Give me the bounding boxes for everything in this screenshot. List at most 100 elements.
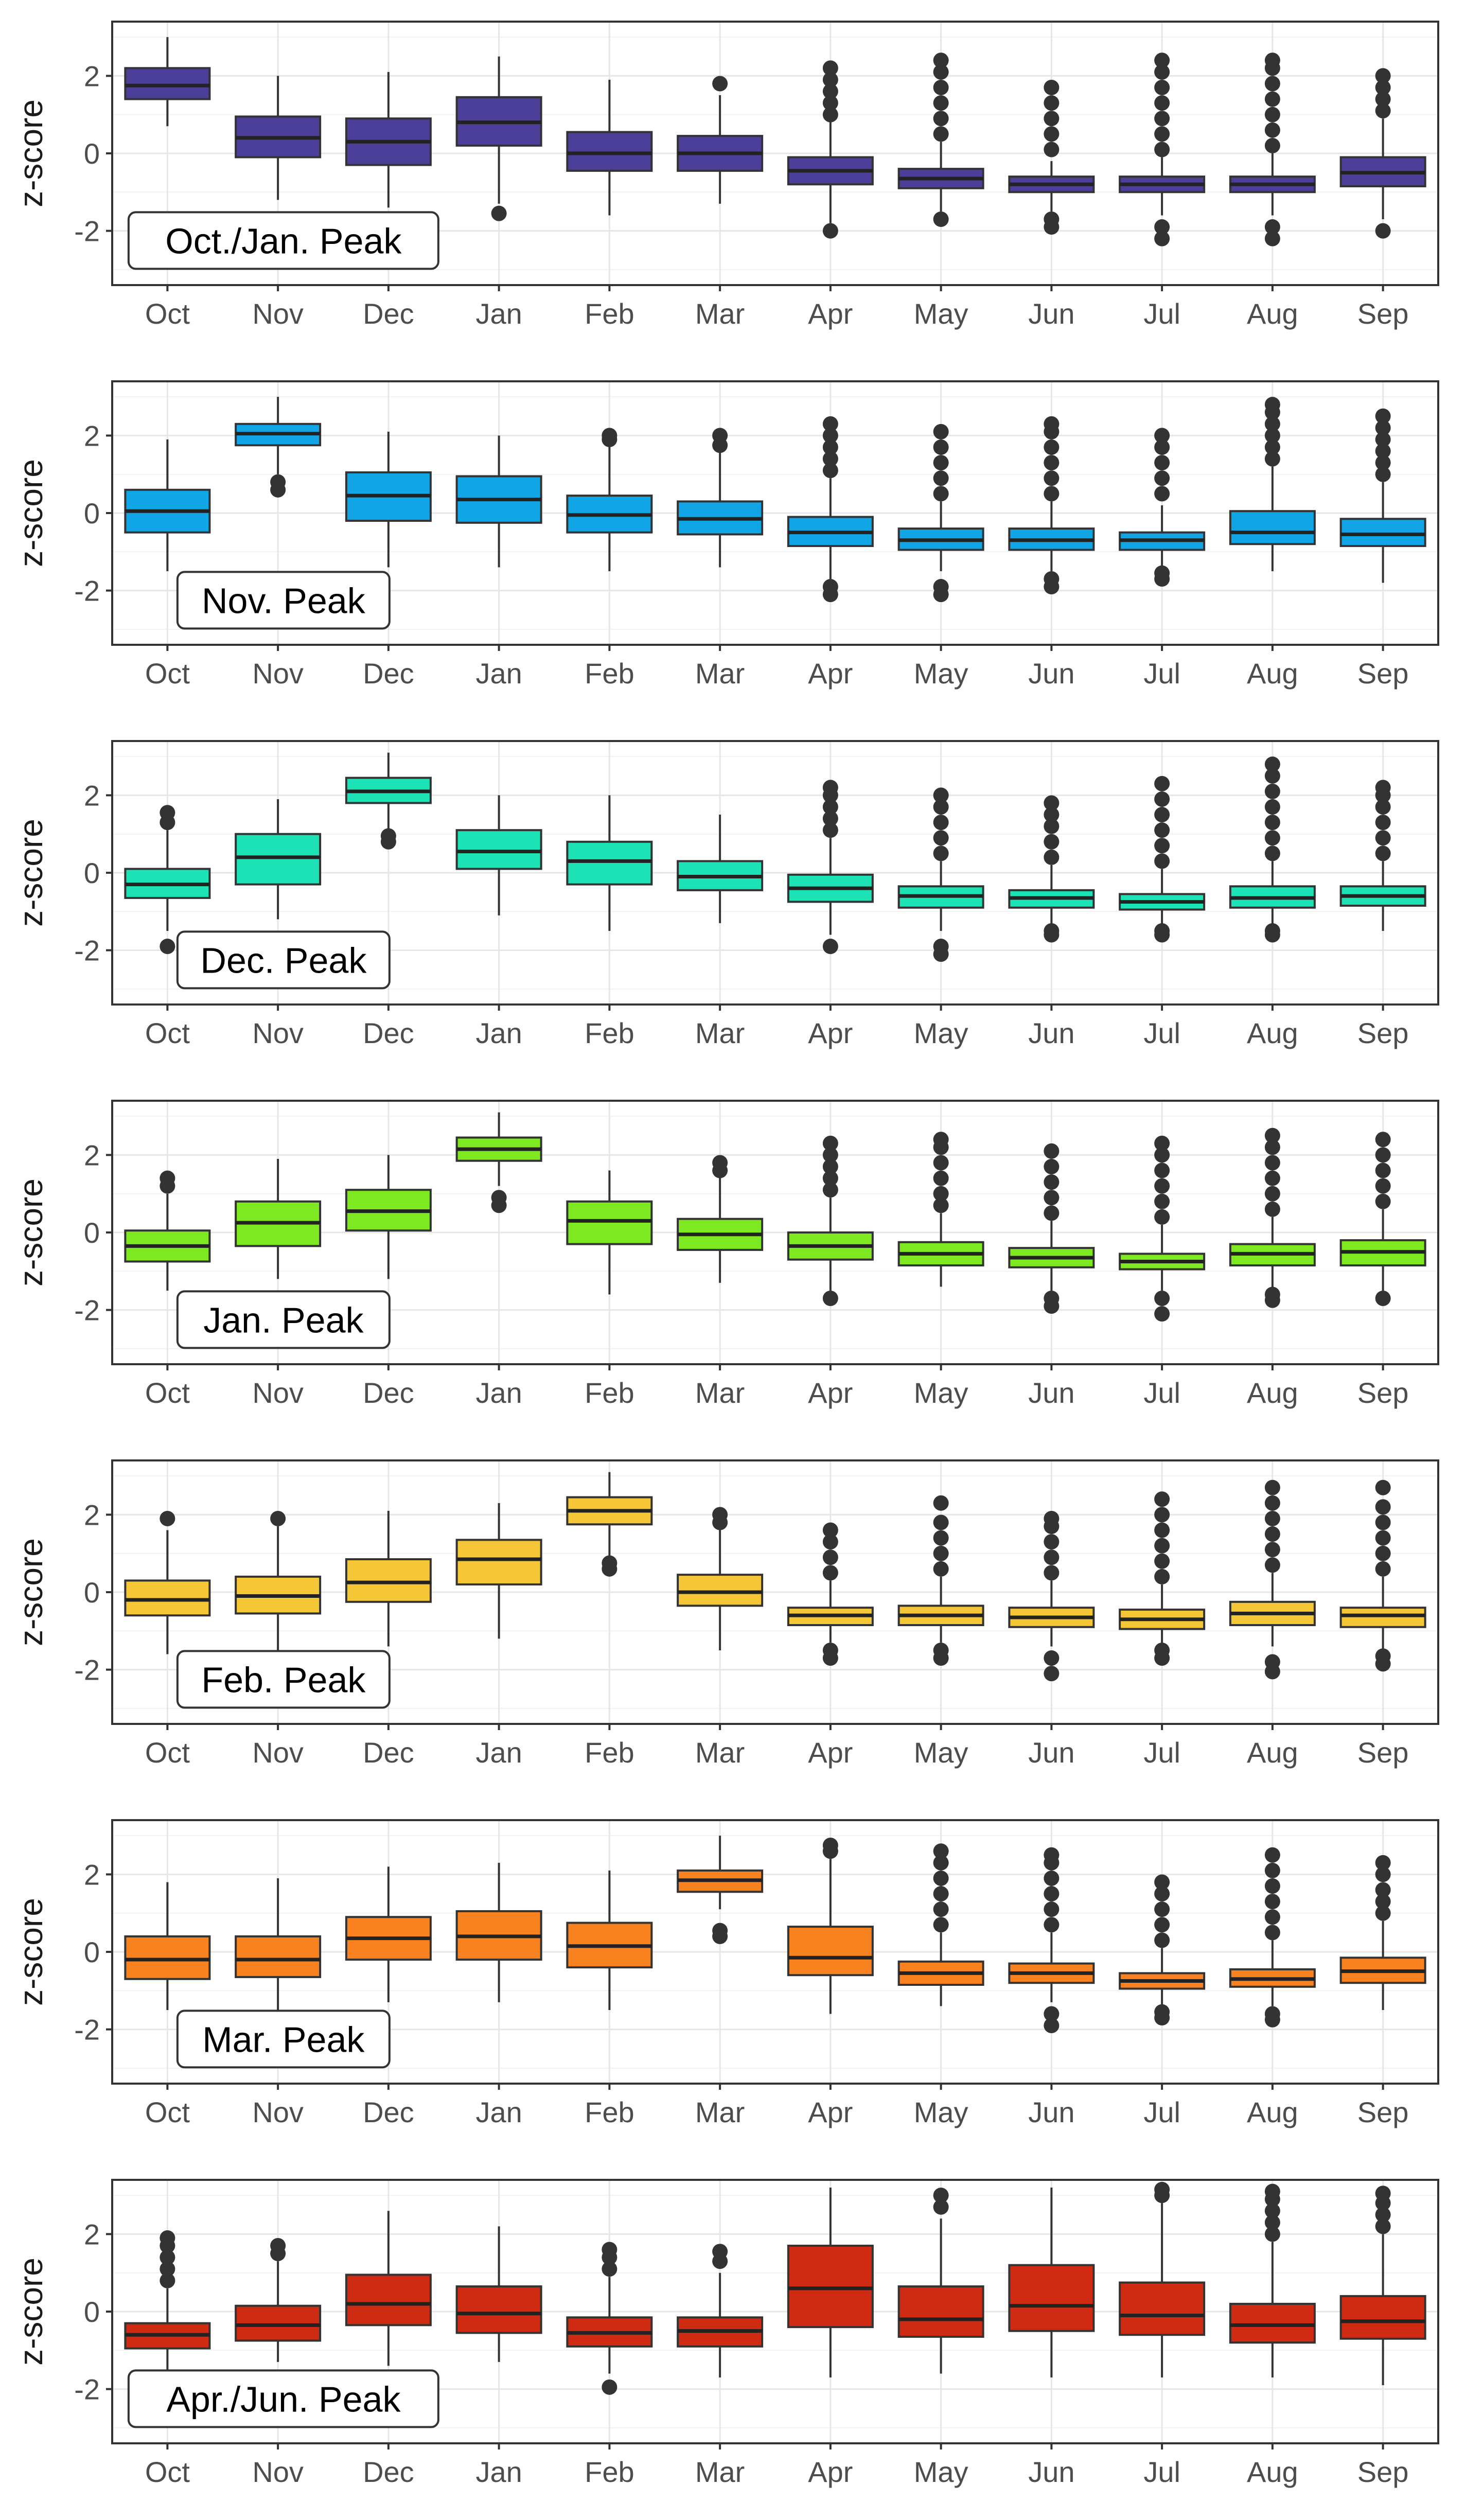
outlier-point — [933, 52, 949, 68]
x-tick-label: Jul — [1143, 1377, 1180, 1409]
box-nov — [235, 76, 322, 200]
outlier-point — [1154, 219, 1170, 235]
x-tick-label: Jan — [475, 1017, 522, 1049]
outlier-point — [1375, 1193, 1391, 1209]
box-jun — [1008, 2188, 1095, 2377]
outlier-point — [933, 470, 949, 486]
outlier-point — [822, 939, 838, 955]
outlier-point — [1264, 231, 1280, 246]
x-tick-label: Aug — [1247, 297, 1298, 330]
outlier-point — [1044, 111, 1060, 127]
outlier-point — [1044, 470, 1060, 486]
y-tick-label: -2 — [74, 215, 100, 248]
box-iqr — [897, 2285, 984, 2338]
outlier-point — [1264, 1542, 1280, 1558]
x-tick-label: Sep — [1357, 2096, 1409, 2128]
box-mar — [677, 428, 764, 568]
x-tick-label: Jan — [475, 297, 522, 330]
outlier-point — [1154, 1147, 1170, 1163]
box-dec — [345, 431, 432, 568]
outlier-point — [1264, 830, 1280, 846]
outlier-point — [1154, 126, 1170, 142]
x-tick-label: Dec — [363, 1017, 414, 1049]
box-oct — [124, 805, 211, 955]
x-tick-label: Aug — [1247, 2456, 1298, 2488]
box-aug — [1229, 2183, 1316, 2377]
outlier-point — [1044, 1847, 1060, 1863]
outlier-point — [1264, 107, 1280, 122]
y-tick-label: 2 — [84, 1139, 100, 1171]
y-axis-title: z-score — [12, 1538, 49, 1646]
outlier-point — [933, 126, 949, 142]
outlier-point — [1044, 1159, 1060, 1174]
box-mar — [677, 1507, 764, 1650]
outlier-point — [1264, 2203, 1280, 2219]
y-tick-label: 2 — [84, 60, 100, 92]
outlier-point — [1154, 1553, 1170, 1569]
x-tick-label: Dec — [363, 1377, 414, 1409]
outlier-point — [933, 1170, 949, 1186]
outlier-point — [822, 1534, 838, 1550]
x-tick-label: Jun — [1028, 2456, 1074, 2488]
outlier-point — [822, 1565, 838, 1581]
peak-label-frame — [176, 1650, 391, 1709]
x-tick-label: Apr — [808, 657, 853, 690]
outlier-point — [1044, 219, 1060, 235]
x-tick-label: Mar — [695, 2096, 745, 2128]
panel-6: -2 0 2 Oct Nov Dec Jan Feb Mar Apr May Jun Jul Aug Sep… — [12, 1819, 1439, 2128]
y-axis-title: z-score — [12, 1178, 49, 1287]
outlier-point — [1264, 845, 1280, 861]
outlier-point — [1154, 428, 1170, 444]
outlier-point — [712, 1155, 728, 1171]
outlier-point — [822, 439, 838, 455]
outlier-point — [1154, 2010, 1170, 2025]
outlier-point — [933, 1186, 949, 1202]
box-iqr — [1229, 2302, 1316, 2344]
box-may — [897, 2188, 984, 2374]
outlier-point — [1044, 95, 1060, 111]
outlier-point — [712, 428, 728, 444]
peak-label-frame — [176, 1290, 391, 1349]
outlier-point — [933, 1197, 949, 1213]
box-mar — [677, 1836, 764, 1944]
outlier-point — [1044, 486, 1060, 502]
outlier-point — [933, 95, 949, 111]
y-tick-label: -2 — [74, 1654, 100, 1686]
x-tick-label: Jun — [1028, 1377, 1074, 1409]
outlier-point — [1375, 1855, 1391, 1871]
outlier-point — [1375, 799, 1391, 815]
box-may — [897, 1132, 984, 1287]
peak-label-frame — [176, 571, 391, 630]
panel-2: -2 0 2 Oct Nov Dec Jan Feb Mar Apr May Jun Jul Aug Sep… — [12, 380, 1439, 690]
x-tick-label: Oct — [145, 297, 190, 330]
outlier-point — [1264, 756, 1280, 772]
outlier-point — [1154, 1650, 1170, 1666]
outlier-point — [1044, 818, 1060, 834]
outlier-point — [1154, 1135, 1170, 1151]
peak-label-frame — [176, 930, 391, 990]
outlier-point — [1375, 815, 1391, 831]
box-jan — [455, 1112, 542, 1213]
outlier-point — [1264, 1479, 1280, 1495]
outlier-point — [1375, 223, 1391, 239]
outlier-point — [1264, 428, 1280, 444]
outlier-point — [822, 1147, 838, 1163]
outlier-point — [1264, 815, 1280, 831]
box-feb — [566, 1170, 653, 1295]
x-tick-label: Jun — [1028, 1736, 1074, 1769]
outlier-point — [1264, 439, 1280, 455]
box-feb — [566, 2242, 653, 2395]
box-apr — [787, 780, 874, 955]
outlier-point — [1375, 1530, 1391, 1546]
x-tick-label: Apr — [808, 1377, 853, 1409]
box-jun — [1008, 795, 1095, 943]
outlier-point — [1044, 1870, 1060, 1886]
outlier-point — [1264, 1201, 1280, 1217]
outlier-point — [1264, 1292, 1280, 1308]
outlier-point — [1375, 455, 1391, 471]
x-tick-label: May — [914, 657, 968, 690]
box-oct — [124, 37, 211, 127]
outlier-point — [602, 2261, 617, 2277]
y-tick-label: -2 — [74, 2373, 100, 2406]
outlier-point — [1375, 1561, 1391, 1577]
